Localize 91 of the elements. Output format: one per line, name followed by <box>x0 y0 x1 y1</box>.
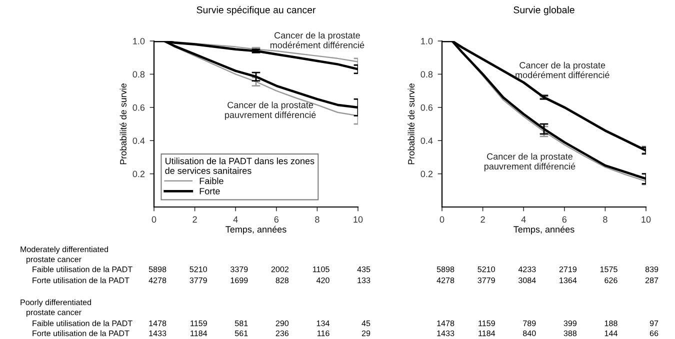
text: 5898 <box>148 266 166 272</box>
text: Faible utilisation de la PADT <box>32 266 132 272</box>
text: 287 <box>645 277 658 284</box>
text: 97 <box>650 320 658 326</box>
text: 3379 <box>230 266 248 272</box>
text: 839 <box>645 266 658 272</box>
x-tick-label: 4 <box>233 216 238 223</box>
y-axis-title: Probabilité de survie <box>120 84 126 164</box>
annotation: Cancer de la prostate modérément différencié <box>516 62 610 78</box>
annotation: Cancer de la prostate pauvrement différencié <box>484 153 576 172</box>
legend-label: Faible <box>200 178 224 184</box>
text: 1159 <box>190 320 207 326</box>
text: 5210 <box>190 266 207 272</box>
text: 188 <box>604 320 618 326</box>
y-tick-label: 0.4 <box>132 138 145 144</box>
y-tick-label: 0.6 <box>132 104 145 111</box>
text: 581 <box>234 320 248 326</box>
x-tick-label: 6 <box>274 216 279 223</box>
text: 1184 <box>190 330 208 336</box>
x-tick-label: 2 <box>192 216 197 223</box>
text: 388 <box>564 330 577 336</box>
x-axis-title: Temps, années <box>226 226 286 234</box>
text: 2002 <box>271 266 288 272</box>
x-axis-title: Temps, années <box>514 226 574 234</box>
text: 4278 <box>436 277 454 284</box>
y-tick-label: 0.8 <box>420 71 433 78</box>
text: 290 <box>276 320 289 326</box>
text: 29 <box>362 330 370 336</box>
x-tick-label: 0 <box>152 216 156 223</box>
text: 1478 <box>437 320 454 326</box>
text: 1433 <box>149 330 166 336</box>
text: 399 <box>564 320 577 326</box>
text: 1478 <box>149 320 166 326</box>
text: 4233 <box>518 266 536 272</box>
y-tick-label: 0.4 <box>420 138 433 144</box>
y-tick-label: 0.6 <box>420 104 433 111</box>
y-tick-label: 0.8 <box>132 71 145 78</box>
text: 134 <box>316 320 330 326</box>
text: Forte utilisation de la PADT <box>32 277 130 284</box>
text: Faible utilisation de la PADT <box>32 320 132 326</box>
text: 3779 <box>190 277 207 284</box>
x-tick-label: 2 <box>480 216 485 223</box>
text: 4278 <box>148 277 166 284</box>
text: 840 <box>523 330 536 336</box>
text: 133 <box>358 277 370 284</box>
text: 5210 <box>478 266 495 272</box>
text: 1699 <box>230 277 248 284</box>
text: 66 <box>650 330 658 336</box>
text: 789 <box>523 320 536 326</box>
x-tick-label: 4 <box>521 216 526 223</box>
x-tick-label: 10 <box>642 216 651 223</box>
y-axis-title: Probabilité de survie <box>408 84 414 164</box>
annotation: Cancer de la prostate pauvrement différencié <box>225 102 316 120</box>
text: 3084 <box>518 277 536 284</box>
chart-title: Survie spécifique au cancer <box>196 6 316 16</box>
text: 626 <box>604 277 618 284</box>
x-tick-label: 8 <box>315 216 320 223</box>
annotation: Cancer de la prostate modérément différencié <box>270 32 364 48</box>
x-tick-label: 10 <box>354 216 363 223</box>
text: 1433 <box>437 330 454 336</box>
text: 1364 <box>560 277 577 284</box>
text: 116 <box>317 330 330 336</box>
legend-title: Utilisation de la PADT dans les zones de services sanitaires <box>165 158 314 174</box>
y-tick-label: 1.0 <box>421 38 433 44</box>
text: 435 <box>357 266 370 272</box>
text: 5898 <box>436 266 454 272</box>
text: 1575 <box>600 266 618 272</box>
text: Forte utilisation de la PADT <box>32 330 130 336</box>
text: 2719 <box>559 266 577 272</box>
text: 144 <box>604 330 618 336</box>
y-tick-label: 0.2 <box>132 170 145 178</box>
text: prostate cancer <box>26 310 82 317</box>
text: 236 <box>276 330 289 336</box>
legend-label: Forte <box>200 188 220 194</box>
text: 45 <box>362 320 370 326</box>
x-tick-label: 8 <box>603 216 608 223</box>
text: 3779 <box>478 277 495 284</box>
x-tick-label: 0 <box>440 216 444 223</box>
text: 561 <box>234 330 248 336</box>
text: Moderately differentiated <box>20 246 108 254</box>
text: 1159 <box>478 320 495 326</box>
x-tick-label: 6 <box>562 216 567 223</box>
y-tick-label: 1.0 <box>133 38 145 44</box>
y-tick-label: 0.2 <box>420 170 433 178</box>
text: 420 <box>316 277 330 284</box>
text: Poorly differentiated <box>20 299 91 307</box>
text: prostate cancer <box>26 256 82 264</box>
text: 1184 <box>478 330 496 336</box>
chart-title: Survie globale <box>514 6 574 16</box>
text: 828 <box>276 277 289 284</box>
text: 1105 <box>312 266 330 272</box>
